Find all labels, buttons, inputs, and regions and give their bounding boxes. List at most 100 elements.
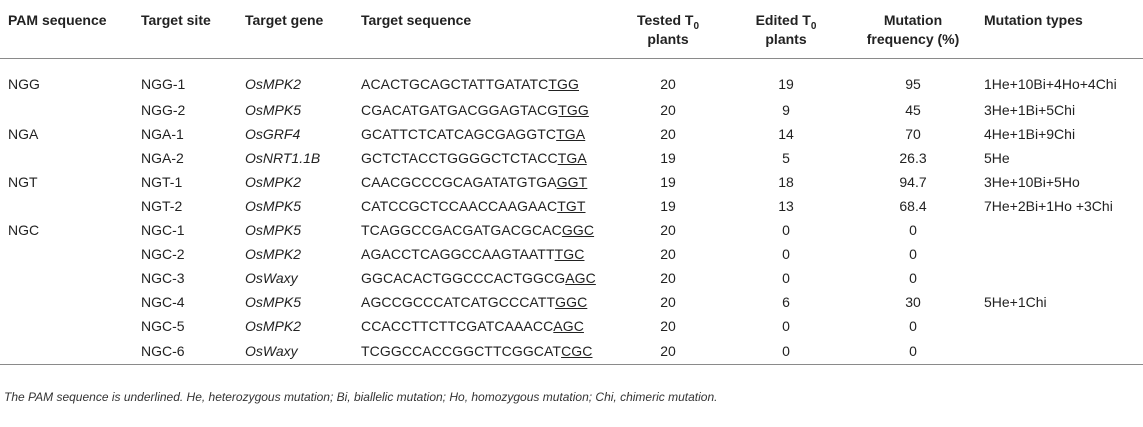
- mutation-types-cell: [976, 314, 1143, 338]
- pam-sequence-cell: NGA: [8, 126, 39, 142]
- target-sequence-cell: GCTCTACCTGGGGCTCTACCTGA: [353, 146, 614, 170]
- mutation-frequency-cell: 94.7: [899, 174, 927, 190]
- mutation-types-cell: [976, 338, 1143, 365]
- target-site-cell: NGT-2: [141, 198, 183, 214]
- pam-underlined-text: GGT: [556, 174, 588, 190]
- pam-sequence-cell: [0, 146, 133, 170]
- target-sequence-cell: GGCACACTGGCCCACTGGCGAGC: [353, 266, 614, 290]
- table-footnote: The PAM sequence is underlined. He, hete…: [4, 390, 718, 404]
- target-sequence-cell: GCATTCTCATCAGCGAGGTCTGA: [353, 122, 614, 146]
- edited-plants-cell: 19: [778, 76, 794, 93]
- header-target-site: Target site: [133, 0, 237, 59]
- header-edited-plants: Edited T0 plants: [722, 0, 850, 59]
- mutation-types-cell: 5He+1Chi: [984, 294, 1047, 310]
- pam-sequence-cell: NGC: [8, 222, 40, 238]
- tested-plants-cell: 19: [660, 198, 676, 214]
- target-sequence-cell: TCAGGCCGACGATGACGCACGGC: [353, 218, 614, 242]
- edited-plants-cell: 0: [782, 246, 790, 262]
- pam-underlined-text: TGA: [556, 126, 586, 142]
- mutation-types-cell: [976, 242, 1143, 266]
- target-site-cell: NGG-1: [141, 76, 186, 93]
- table-row: NGG-2 OsMPK5 CGACATGATGACGGAGTACGTGG 20 9 45 3…: [0, 98, 1143, 122]
- table-row: NGC-5 OsMPK2 CCACCTTCTTCGATCAAACCAGC 20 0 0: [0, 314, 1143, 338]
- target-gene-cell: OsGRF4: [245, 126, 301, 142]
- protospacer-text: CAACGCCCGCAGATATGTGA: [361, 174, 557, 190]
- pam-underlined-text: TGG: [558, 102, 589, 118]
- protospacer-text: AGCCGCCCATCATGCCCATT: [361, 294, 556, 310]
- header-tested-plants: Tested T0 plants: [614, 0, 722, 59]
- pam-sequence-cell: [0, 242, 133, 266]
- tested-plants-cell: 20: [660, 102, 676, 118]
- edited-plants-cell: 0: [782, 270, 790, 286]
- target-gene-cell: OsMPK2: [245, 76, 302, 93]
- mutation-types-cell: 5He: [984, 150, 1010, 166]
- target-gene-cell: OsMPK5: [245, 198, 302, 214]
- protospacer-text: ACACTGCAGCTATTGATATC: [361, 76, 549, 93]
- mutation-frequency-cell: 70: [905, 126, 921, 142]
- pam-underlined-text: AGC: [553, 318, 584, 334]
- target-site-cell: NGC-5: [141, 318, 185, 334]
- target-sequence-cell: CATCCGCTCCAACCAAGAACTGT: [353, 194, 614, 218]
- mutation-frequency-cell: 0: [909, 318, 917, 334]
- pam-sequence-cell: [0, 314, 133, 338]
- mutation-types-cell: 3He+10Bi+5Ho: [984, 174, 1080, 190]
- protospacer-text: GCATTCTCATCAGCGAGGTC: [361, 126, 557, 142]
- protospacer-text: TCAGGCCGACGATGACGCAC: [361, 222, 562, 238]
- target-sequence-cell: CAACGCCCGCAGATATGTGAGGT: [353, 170, 614, 194]
- tested-plants-cell: 20: [660, 294, 676, 310]
- tested-plants-cell: 19: [660, 174, 676, 190]
- pam-underlined-text: GGC: [555, 294, 588, 310]
- results-table: PAM sequence Target site Target gene Tar…: [0, 0, 1143, 365]
- protospacer-text: CATCCGCTCCAACCAAGAAC: [361, 198, 558, 214]
- pam-sequence-cell: NGG: [8, 76, 40, 93]
- mutation-frequency-cell: 26.3: [899, 150, 927, 166]
- edited-plants-cell: 5: [782, 150, 790, 166]
- target-sequence-cell: CCACCTTCTTCGATCAAACCAGC: [353, 314, 614, 338]
- mutation-frequency-cell: 0: [850, 338, 976, 365]
- header-target-gene: Target gene: [237, 0, 353, 59]
- protospacer-text: CGACATGATGACGGAGTACG: [361, 102, 559, 118]
- target-site-cell: NGA-2: [141, 150, 184, 166]
- tested-plants-cell: 20: [660, 222, 676, 238]
- target-site-cell: NGC-6: [133, 338, 237, 365]
- table-row: NGT-2 OsMPK5 CATCCGCTCCAACCAAGAACTGT 19 13 68…: [0, 194, 1143, 218]
- pam-underlined-text: CGC: [561, 342, 593, 359]
- protospacer-text: TCGGCCACCGGCTTCGGCAT: [361, 342, 562, 359]
- pam-sequence-cell: NGT: [8, 174, 38, 190]
- mutation-frequency-cell: 68.4: [899, 198, 927, 214]
- target-site-cell: NGC-3: [141, 270, 185, 286]
- header-mutation-types: Mutation types: [976, 0, 1143, 59]
- table-row: NGC-4 OsMPK5 AGCCGCCCATCATGCCCATTGGC 20 6 30 5…: [0, 290, 1143, 314]
- target-gene-cell: OsMPK2: [245, 246, 302, 262]
- header-row: PAM sequence Target site Target gene Tar…: [0, 0, 1143, 59]
- mutation-types-cell: 3He+1Bi+5Chi: [984, 102, 1076, 118]
- header-target-sequence: Target sequence: [353, 0, 614, 59]
- mutation-frequency-cell: 0: [909, 270, 917, 286]
- edited-plants-cell: 6: [782, 294, 790, 310]
- target-gene-cell: OsMPK5: [245, 222, 302, 238]
- target-gene-cell: OsMPK5: [245, 102, 302, 118]
- protospacer-text: CCACCTTCTTCGATCAAACC: [361, 318, 554, 334]
- table-row: NGA-2 OsNRT1.1B GCTCTACCTGGGGCTCTACCTGA 19 5…: [0, 146, 1143, 170]
- tested-plants-cell: 20: [660, 126, 676, 142]
- table-row: NGC-2 OsMPK2 AGACCTCAGGCCAAGTAATTTGC 20 0 0: [0, 242, 1143, 266]
- table-row: NGA NGA-1 OsGRF4 GCATTCTCATCAGCGAGGTCTGA 20 1…: [0, 122, 1143, 146]
- edited-plants-cell: 13: [778, 198, 794, 214]
- target-sequence-cell: AGCCGCCCATCATGCCCATTGGC: [353, 290, 614, 314]
- edited-plants-cell: 18: [778, 174, 794, 190]
- table-row: NGC-6 OsWaxy TCGGCCACCGGCTTCGGCATCGC 20 0 0: [0, 338, 1143, 365]
- target-site-cell: NGC-2: [141, 246, 185, 262]
- header-pam-sequence: PAM sequence: [0, 0, 133, 59]
- table-row: NGC NGC-1 OsMPK5 TCAGGCCGACGATGACGCACGGC 20 0…: [0, 218, 1143, 242]
- edited-plants-cell: 14: [778, 126, 794, 142]
- pam-sequence-cell: [0, 194, 133, 218]
- target-gene-cell: OsMPK2: [245, 318, 302, 334]
- pam-underlined-text: TGC: [554, 246, 585, 262]
- target-gene-cell: OsNRT1.1B: [245, 150, 321, 166]
- pam-underlined-text: TGG: [548, 76, 580, 93]
- target-gene-cell: OsWaxy: [237, 338, 353, 365]
- edited-plants-cell: 9: [782, 102, 790, 118]
- pam-underlined-text: TGT: [557, 198, 586, 214]
- target-gene-cell: OsMPK2: [245, 174, 302, 190]
